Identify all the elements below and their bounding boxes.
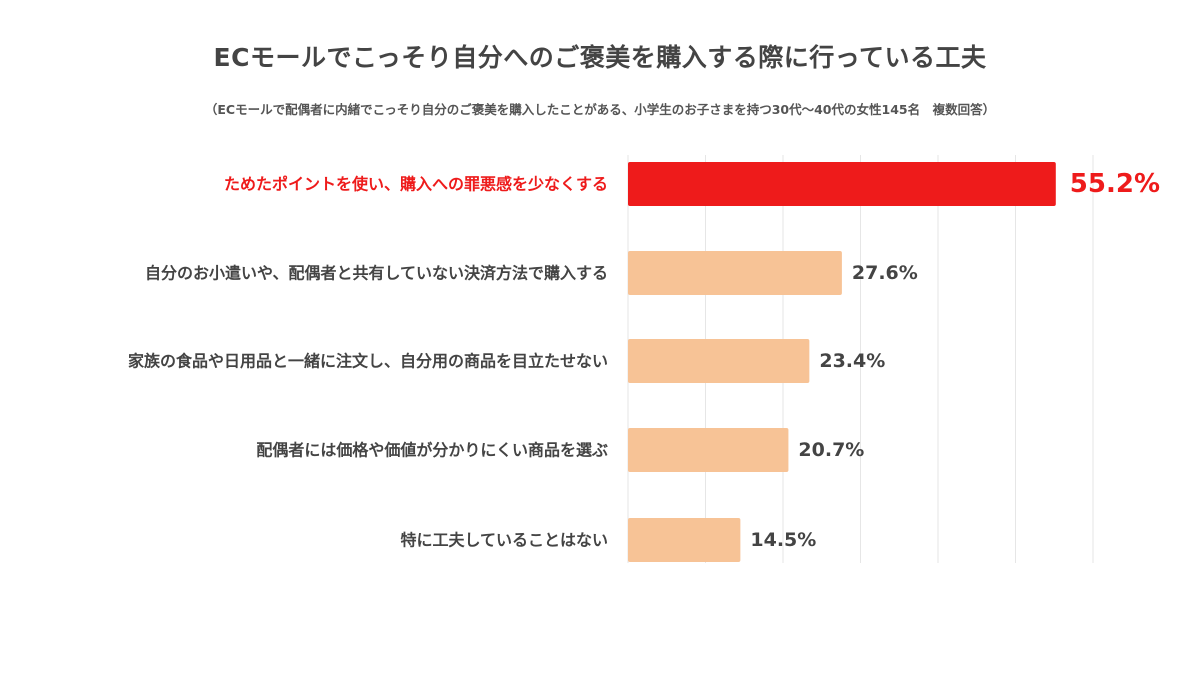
chart-title: ECモールでこっそり自分へのご褒美を購入する際に行っている工夫 — [213, 43, 987, 72]
bar — [628, 518, 741, 562]
category-label: ためたポイントを使い、購入への罪悪感を少なくする — [224, 175, 608, 194]
value-label: 23.4% — [819, 350, 885, 372]
category-label: 特に工夫していることはない — [400, 531, 608, 550]
value-label: 14.5% — [750, 529, 816, 551]
bar — [628, 428, 789, 472]
value-label: 20.7% — [798, 439, 864, 461]
chart-subtitle: （ECモールで配偶者に内緒でこっそり自分のご褒美を購入したことがある、小学生のお… — [204, 102, 996, 117]
category-label: 自分のお小遣いや、配偶者と共有していない決済方法で購入する — [145, 264, 608, 283]
value-label: 55.2% — [1070, 169, 1160, 199]
category-label: 家族の食品や日用品と一緒に注文し、自分用の商品を目立たせない — [128, 352, 608, 371]
category-label: 配偶者には価格や価値が分かりにくい商品を選ぶ — [256, 441, 608, 460]
value-label: 27.6% — [852, 262, 918, 284]
bar — [628, 251, 842, 295]
bar — [628, 162, 1056, 206]
bar — [628, 339, 810, 383]
